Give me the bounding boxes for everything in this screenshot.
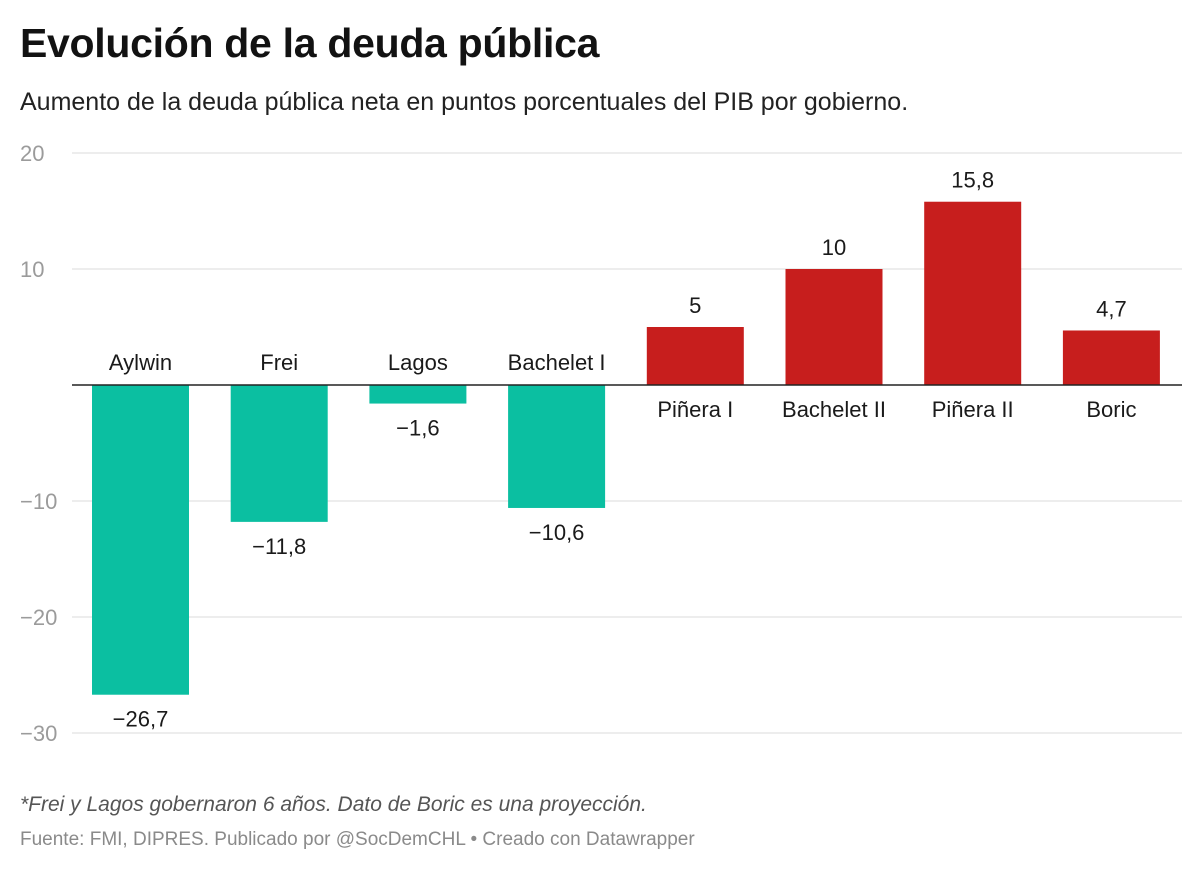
- bar-boric: [1062, 330, 1160, 385]
- bar-piñera-ii: [924, 201, 1022, 385]
- bar-chart: 20 10 −10 −20 −30 −26,7 Aylwin −11,8 Frei −1,6 La…: [20, 141, 1182, 746]
- bar-bachelet-i: [508, 385, 606, 508]
- chart-subtitle: Aumento de la deuda pública neta en punt…: [20, 88, 909, 116]
- value-label: 5: [689, 293, 701, 318]
- y-tick-label: 10: [20, 257, 44, 282]
- source-line: Fuente: FMI, DIPRES. Publicado por @SocD…: [20, 829, 695, 850]
- labels: −26,7 Aylwin −11,8 Frei −1,6 Lagos −10,6 Bachel…: [109, 168, 1137, 732]
- footnote: *Frei y Lagos gobernaron 6 años. Dato de…: [20, 793, 647, 816]
- y-axis-ticks: 20 10 −10 −20 −30: [20, 141, 57, 746]
- value-label: −26,7: [113, 707, 169, 732]
- y-tick-label: −30: [20, 721, 57, 746]
- category-label: Piñera II: [932, 397, 1014, 422]
- category-label: Boric: [1086, 397, 1136, 422]
- category-label: Bachelet I: [508, 350, 606, 375]
- category-label: Frei: [260, 350, 298, 375]
- value-label: −10,6: [529, 520, 585, 545]
- value-label: 4,7: [1096, 296, 1127, 321]
- bar-lagos: [369, 385, 467, 404]
- y-tick-label: −10: [20, 489, 57, 514]
- value-label: 10: [822, 235, 846, 260]
- bar-piñera-i: [646, 327, 744, 385]
- category-label: Piñera I: [657, 397, 733, 422]
- bar-frei: [230, 385, 328, 522]
- bar-aylwin: [92, 385, 189, 695]
- value-label: 15,8: [951, 168, 994, 193]
- value-label: −1,6: [396, 416, 439, 441]
- y-tick-label: −20: [20, 605, 57, 630]
- value-label: −11,8: [252, 534, 306, 559]
- category-label: Bachelet II: [782, 397, 886, 422]
- category-label: Lagos: [388, 350, 448, 375]
- y-tick-label: 20: [20, 141, 44, 166]
- chart-title: Evolución de la deuda pública: [20, 20, 600, 66]
- category-label: Aylwin: [109, 350, 172, 375]
- bars: [92, 201, 1160, 695]
- bar-bachelet-ii: [785, 269, 883, 385]
